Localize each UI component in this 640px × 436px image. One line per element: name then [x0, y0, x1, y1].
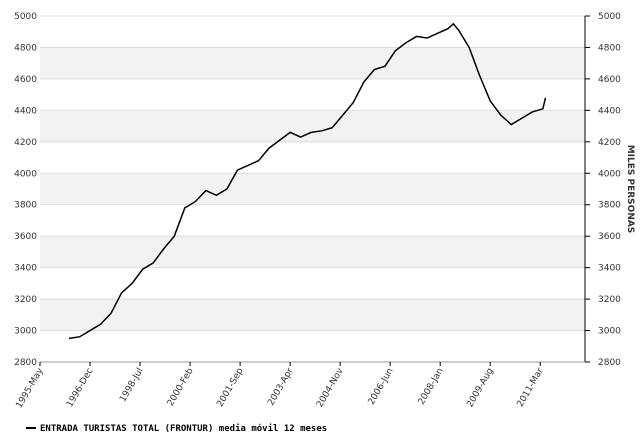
y-tick-label: 3000	[14, 327, 37, 337]
y-tick-label: 4200	[14, 138, 37, 148]
x-tick-label: 1996-Dec	[65, 366, 95, 409]
y-tick-label-right: 3000	[598, 327, 621, 337]
band	[40, 299, 585, 331]
y-tick-label-right: 3400	[598, 264, 621, 274]
legend-label: ENTRADA TURISTAS TOTAL (FRONTUR) media m…	[40, 423, 327, 434]
y-tick-label-right: 4600	[598, 75, 621, 85]
x-tick-label: 1995-May	[15, 366, 46, 410]
y-tick-label: 3800	[14, 201, 37, 211]
y-tick-label-right: 3600	[598, 232, 621, 242]
y-tick-label: 3400	[14, 264, 37, 274]
x-tick-label: 2001-Sep	[215, 366, 245, 409]
y-tick-label-right: 4200	[598, 138, 621, 148]
x-tick-label: 2006-Jun	[367, 367, 396, 407]
band	[40, 47, 585, 79]
y-tick-label-right: 3800	[598, 201, 621, 211]
y-tick-label: 3200	[14, 295, 37, 305]
y-tick-label: 2800	[14, 358, 37, 368]
x-tick-label: 2003-Apr	[266, 366, 296, 407]
x-tick-label: 2000-Feb	[166, 366, 196, 408]
x-tick-label: 2004-Nov	[315, 366, 346, 409]
x-tick-label: 2008-Jan	[417, 367, 446, 407]
y-tick-label: 4800	[14, 43, 37, 53]
line	[68, 22, 547, 340]
y-tick-label: 4000	[14, 169, 37, 179]
y-tick-label-right: 4800	[598, 43, 621, 53]
y-tick-label-right: 2800	[598, 358, 621, 368]
band	[40, 236, 585, 268]
y-tick-label-right: 4000	[598, 169, 621, 179]
y-tick-label: 4600	[14, 75, 37, 85]
x-tick-label: 2009-Aug	[465, 367, 495, 410]
y-tick-label: 5000	[14, 12, 37, 22]
x-tick-label: 1998-Jul	[118, 367, 145, 404]
band	[40, 110, 585, 142]
x-tick-label: 2011-Mar	[516, 366, 546, 409]
y-tick-label-right: 3200	[598, 295, 621, 305]
y-tick-label-right: 5000	[598, 12, 621, 22]
y-tick-label-right: 4400	[598, 106, 621, 116]
y-tick-label: 3600	[14, 232, 37, 242]
band	[40, 173, 585, 205]
y-tick-label: 4400	[14, 106, 37, 116]
y-axis-label: MILES PERSONAS	[625, 145, 635, 234]
